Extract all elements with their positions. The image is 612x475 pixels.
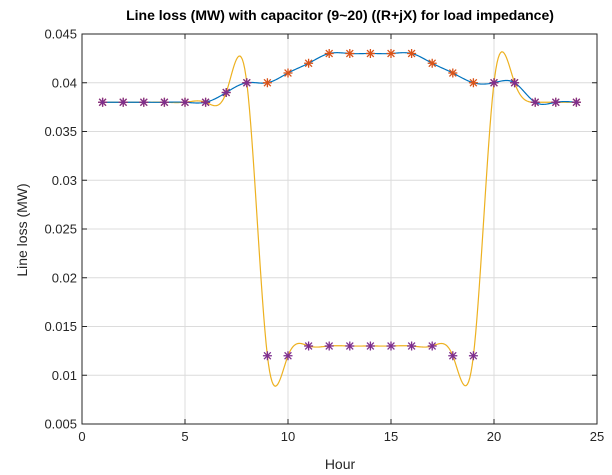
series-2-marker-stroke [222, 88, 231, 97]
series-1-marker-stroke [345, 49, 354, 58]
series-1-marker-stroke [325, 49, 334, 58]
series-2-marker [530, 97, 540, 107]
y-tick-label: 0.04 [52, 75, 77, 90]
series-2-marker [139, 97, 149, 107]
series-2-marker-stroke [469, 351, 478, 360]
x-tick-label: 5 [181, 429, 188, 444]
y-tick-label: 0.01 [52, 368, 77, 383]
series-2-marker [180, 97, 190, 107]
series-2-marker [510, 78, 520, 88]
series-2-marker-stroke [119, 98, 128, 107]
series-2-marker [551, 97, 561, 107]
series-2-marker-stroke [428, 342, 437, 350]
series-2-marker [283, 351, 293, 361]
series-1-marker [407, 49, 417, 58]
series-2-marker-stroke [304, 342, 313, 350]
series-2-marker-stroke [490, 78, 498, 87]
series-2-marker [365, 341, 375, 351]
series-2-marker [262, 351, 272, 361]
series-1-marker-stroke [428, 59, 437, 68]
y-tick-label: 0.035 [44, 124, 77, 139]
series-2-marker-stroke [448, 351, 457, 360]
series-1-marker [365, 49, 375, 58]
series-2-marker [324, 341, 334, 351]
series-2-marker-stroke [98, 98, 107, 107]
series-1-marker [283, 68, 293, 78]
series-1-marker-stroke [366, 49, 375, 58]
series-2-marker-stroke [387, 342, 395, 350]
series-1-marker-stroke [387, 49, 395, 58]
plot-area: 0 5 10 15 20 25 0.005 0.01 0.015 0.02 0.025 0.03 0.0… [44, 27, 604, 445]
series-1-marker [345, 49, 355, 58]
series-2-marker-stroke [263, 351, 272, 360]
series-2-marker [427, 341, 437, 351]
series-2-marker-stroke [531, 98, 540, 107]
y-tick-label: 0.015 [44, 319, 77, 334]
series-1-marker-stroke [448, 69, 457, 77]
series-1-marker [468, 78, 478, 88]
series-1-marker-stroke [407, 49, 416, 58]
series-2-marker-stroke [160, 98, 169, 107]
x-tick-label: 10 [281, 429, 295, 444]
series-1-marker [427, 58, 437, 68]
y-tick-label: 0.02 [52, 270, 77, 285]
series-2-marker-stroke [242, 78, 251, 87]
y-tick-label: 0.025 [44, 222, 77, 237]
series-2-marker [407, 341, 417, 351]
series-2-marker [242, 78, 252, 88]
chart-title: Line loss (MW) with capacitor (9~20) ((R… [126, 7, 554, 23]
series-2-marker [571, 97, 581, 107]
series-1-marker-stroke [469, 78, 478, 87]
series-2-marker-stroke [510, 78, 519, 87]
series-2-marker [489, 78, 499, 88]
series-2-marker [159, 97, 169, 107]
x-axis-label: Hour [325, 456, 356, 472]
series-2-marker [345, 341, 355, 351]
y-tick-label: 0.03 [52, 173, 77, 188]
series-2-marker-stroke [139, 98, 148, 107]
series-2-marker-stroke [572, 98, 581, 107]
series-2-marker-stroke [366, 342, 375, 350]
series-1-marker [304, 58, 314, 68]
series-2-marker-stroke [325, 342, 334, 350]
x-tick-label: 0 [78, 429, 85, 444]
series-2-marker-stroke [407, 342, 416, 350]
series-1-marker [386, 49, 396, 58]
series-2-marker-stroke [345, 342, 354, 350]
series-2-marker-stroke [181, 98, 189, 107]
series-1-marker-stroke [263, 78, 272, 87]
series-1-marker-stroke [284, 69, 292, 77]
series-2-marker [448, 351, 458, 361]
series-2-marker [468, 351, 478, 361]
series-2-marker [98, 97, 108, 107]
series-2-marker-stroke [201, 98, 210, 107]
series-1-marker-stroke [304, 59, 313, 68]
x-tick-label: 20 [487, 429, 501, 444]
y-tick-label: 0.005 [44, 417, 77, 432]
series-2-marker [201, 97, 211, 107]
series-2-marker-stroke [284, 351, 292, 360]
y-axis-label: Line loss (MW) [14, 183, 30, 276]
series-2-marker [386, 341, 396, 351]
y-tick-label: 0.045 [44, 27, 77, 42]
series-1-marker [324, 49, 334, 58]
series-2-marker [118, 97, 128, 107]
series-2-marker [221, 88, 231, 97]
x-tick-label: 15 [384, 429, 398, 444]
series-2-marker [304, 341, 314, 351]
series-2-marker-stroke [551, 98, 560, 107]
x-tick-label: 25 [590, 429, 604, 444]
series-1-marker [448, 68, 458, 78]
series-1-marker [262, 78, 272, 88]
